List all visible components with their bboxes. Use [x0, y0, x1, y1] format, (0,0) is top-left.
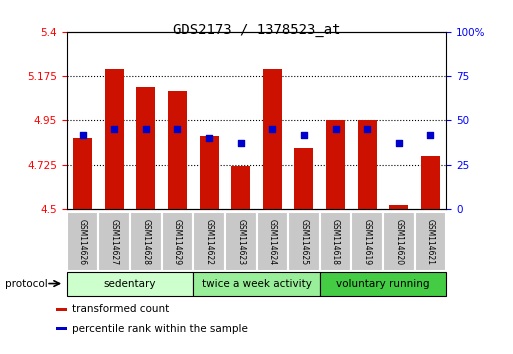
Bar	[168, 91, 187, 209]
Bar	[130, 212, 162, 271]
Text: GDS2173 / 1378523_at: GDS2173 / 1378523_at	[173, 23, 340, 37]
Bar	[383, 212, 415, 271]
Point	[394, 141, 403, 146]
Bar	[67, 272, 193, 296]
Text: GSM114619: GSM114619	[363, 218, 372, 265]
Bar	[225, 212, 256, 271]
Point	[300, 132, 308, 137]
Text: GSM114621: GSM114621	[426, 219, 435, 264]
Point	[331, 126, 340, 132]
Bar	[351, 212, 383, 271]
Point	[236, 141, 245, 146]
Text: GSM114626: GSM114626	[78, 218, 87, 265]
Bar	[105, 69, 124, 209]
Text: GSM114629: GSM114629	[173, 218, 182, 265]
Bar	[193, 272, 320, 296]
Bar	[136, 87, 155, 209]
Text: GSM114624: GSM114624	[268, 218, 277, 265]
Bar	[320, 272, 446, 296]
Bar	[415, 212, 446, 271]
Text: GSM114627: GSM114627	[110, 218, 119, 265]
Text: GSM114620: GSM114620	[394, 218, 403, 265]
Bar	[162, 212, 193, 271]
Bar	[421, 156, 440, 209]
Bar	[67, 212, 98, 271]
Point	[205, 135, 213, 141]
Bar	[263, 69, 282, 209]
Text: protocol: protocol	[5, 279, 48, 289]
Bar	[288, 212, 320, 271]
Text: percentile rank within the sample: percentile rank within the sample	[72, 324, 247, 334]
Bar	[231, 166, 250, 209]
Text: GSM114628: GSM114628	[141, 219, 150, 264]
Text: twice a week activity: twice a week activity	[202, 279, 311, 289]
Bar	[358, 120, 377, 209]
Point	[426, 132, 435, 137]
Point	[78, 132, 87, 137]
Point	[142, 126, 150, 132]
Point	[110, 126, 118, 132]
Text: sedentary: sedentary	[104, 279, 156, 289]
Bar	[326, 120, 345, 209]
Bar	[193, 212, 225, 271]
Point	[268, 126, 277, 132]
Point	[173, 126, 182, 132]
Bar	[256, 212, 288, 271]
Text: transformed count: transformed count	[72, 304, 169, 314]
Bar	[56, 327, 67, 331]
Bar	[200, 136, 219, 209]
Bar	[56, 308, 67, 311]
Bar	[389, 205, 408, 209]
Text: voluntary running: voluntary running	[337, 279, 430, 289]
Point	[363, 126, 371, 132]
Bar	[294, 148, 313, 209]
Text: GSM114622: GSM114622	[205, 219, 213, 264]
Bar	[320, 212, 351, 271]
Bar	[98, 212, 130, 271]
Text: GSM114625: GSM114625	[300, 218, 308, 265]
Text: GSM114623: GSM114623	[236, 218, 245, 265]
Text: GSM114618: GSM114618	[331, 219, 340, 264]
Bar	[73, 138, 92, 209]
